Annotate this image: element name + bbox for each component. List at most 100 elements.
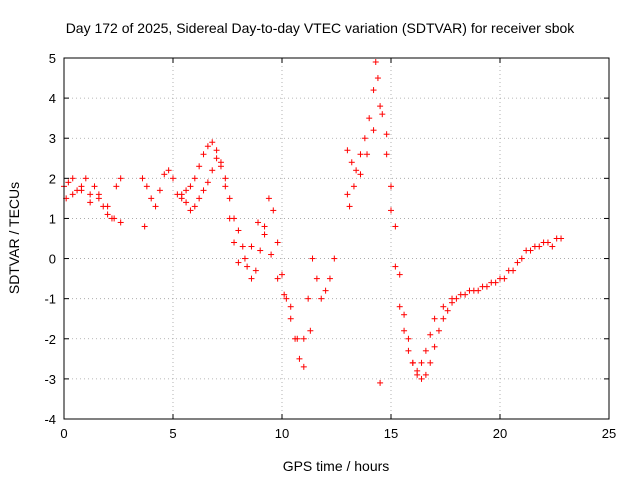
data-point [191,203,198,210]
data-point [222,175,229,182]
data-point [183,187,190,194]
data-point [435,327,442,334]
data-point [318,295,325,302]
data-point [409,359,416,366]
data-point [440,315,447,322]
y-tick-label: 1 [49,211,56,226]
data-point [265,195,272,202]
data-point [222,183,229,190]
data-point [78,187,85,194]
data-point [187,207,194,214]
data-point [492,279,499,286]
data-point [414,371,421,378]
y-tick-label: 2 [49,171,56,186]
data-point [392,263,399,270]
data-point [248,243,255,250]
data-point [270,207,277,214]
data-point [418,359,425,366]
data-point [200,187,207,194]
y-tick-label: -4 [44,412,56,427]
data-point [104,203,111,210]
data-point [366,115,373,122]
data-point [431,343,438,350]
data-point [501,275,508,282]
data-point [241,255,248,262]
data-point [268,251,275,258]
y-tick-label: 3 [49,131,56,146]
plot-frame [63,57,610,420]
data-point [553,235,560,242]
data-point [204,143,211,150]
data-point [348,159,355,166]
data-point [364,151,371,158]
y-tick-label: -3 [44,372,56,387]
data-point [475,287,482,294]
data-point [148,195,155,202]
data-point [165,167,172,174]
data-point [113,183,120,190]
data-point [170,175,176,182]
data-point [294,335,301,342]
y-axis-label: SDTVAR / TECUs [6,182,22,294]
data-point [204,179,211,186]
data-point [483,283,490,290]
data-point [377,379,384,386]
data-point [514,259,521,266]
data-point [300,363,307,370]
y-tick-label: -1 [44,292,56,307]
data-point [305,295,312,302]
data-point [281,291,288,298]
data-point [248,275,255,282]
data-point [405,335,412,342]
data-point [65,179,72,186]
y-tick-label: 4 [49,91,56,106]
data-point [322,287,329,294]
data-point [69,175,76,182]
data-point [544,239,551,246]
data-point [143,183,150,190]
y-tick-label: -2 [44,332,56,347]
data-point [178,191,185,198]
data-point [466,287,473,294]
data-point [244,263,251,270]
data-point [287,303,294,310]
data-point [374,75,381,82]
data-point [422,347,429,354]
data-point [300,335,307,342]
data-point [213,155,220,162]
grid [64,58,609,419]
data-point [427,359,434,366]
data-point [296,355,303,362]
data-point [139,175,146,182]
data-point [209,167,216,174]
data-point [370,87,377,94]
data-point [87,191,94,198]
data-point [370,127,377,134]
data-point [239,243,246,250]
data-series [61,59,565,386]
data-point [117,219,124,226]
data-point [353,167,360,174]
x-axis-label: GPS time / hours [283,458,390,474]
data-point [344,191,351,198]
data-point [401,327,408,334]
data-point [377,103,384,110]
data-point [261,223,268,230]
data-point [383,151,390,158]
axis-ticks: 0 5 10 15 20 25 -4 -3 -2 -1 0 1 2 3 4 5 [44,51,616,441]
data-point [418,375,425,382]
x-tick-label: 0 [60,426,67,441]
y-tick-label: 5 [49,51,56,66]
data-point [261,231,268,238]
data-point [117,175,124,182]
data-point [326,275,333,282]
data-point [361,135,368,142]
data-point [161,171,168,178]
x-tick-label: 10 [275,426,289,441]
data-point [257,247,264,254]
data-point [274,275,281,282]
data-point [283,295,290,302]
x-tick-label: 15 [384,426,398,441]
data-point [226,215,233,222]
data-point [274,239,281,246]
